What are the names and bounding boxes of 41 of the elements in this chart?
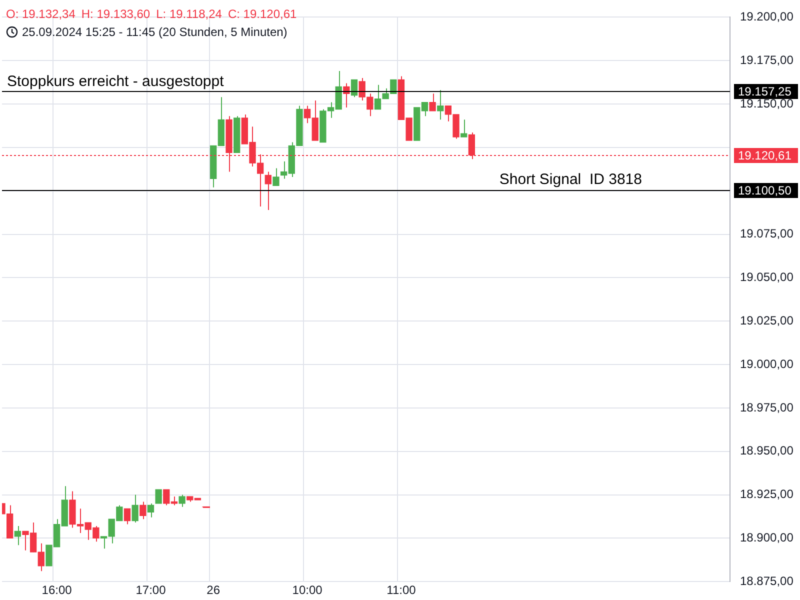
candlestick [140,501,146,520]
y-tick-label: 18.950,00 [740,444,794,458]
candlestick [178,494,186,508]
candlestick [264,171,272,210]
candlestick [437,90,444,120]
y-tick-label: 18.875,00 [740,574,794,588]
x-tick-label: 17:00 [136,583,166,598]
x-tick-label: 11:00 [386,583,416,598]
ref-line-label: 19.157,25 [738,84,792,98]
x-tick-label: 26 [206,583,220,598]
annotation: C: 19.120,61 [228,7,297,21]
annotation: O: 19.132,34 [6,7,76,21]
candlestick [124,508,131,525]
annotation: 25.09.2024 15:25 - 11:45 (20 Stunden, 5 Minuten) [22,25,288,39]
candlestick [343,82,350,108]
y-tick-label: 19.200,00 [740,10,794,24]
y-tick-label: 18.925,00 [740,487,794,502]
candlestick [155,489,162,504]
y-tick-label: 19.000,00 [740,356,794,371]
candlestick [272,168,280,186]
y-tick-label: 19.075,00 [740,226,794,241]
candlestick [14,526,21,546]
y-tick-label: 19.025,00 [740,313,794,328]
x-tick-label: 10:00 [292,583,323,598]
y-tick-label: 18.975,00 [740,400,794,414]
candlestick [429,93,436,112]
y-tick-label: 19.175,00 [740,52,794,67]
candlestick [147,502,154,518]
ref-line-label: 19.100,50 [738,183,792,198]
x-tick-label: 16:00 [42,583,72,598]
annotation: L: 19.118,24 [156,7,222,21]
annotation: Short Signal ID 3818 [499,171,642,188]
candlestick [132,494,138,524]
annotation: Stoppkurs erreicht - ausgestoppt [7,73,225,90]
ref-line-label: 19.120,61 [738,148,792,162]
y-tick-label: 19.050,00 [740,270,794,284]
y-tick-label: 18.900,00 [740,530,794,544]
candlestick [460,119,468,138]
annotation: H: 19.133,60 [81,7,150,21]
candlestick [350,79,358,98]
y-tick-label: 19.150,00 [740,96,794,110]
